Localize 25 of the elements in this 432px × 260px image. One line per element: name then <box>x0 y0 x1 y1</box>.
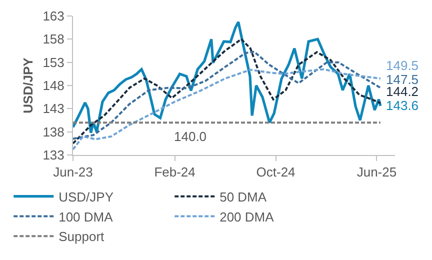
x-tick-label: Jun-25 <box>356 164 397 180</box>
y-tick-label: 163 <box>42 8 64 24</box>
y-tick-label: 138 <box>42 124 64 140</box>
x-tick-label: Oct-24 <box>256 164 296 180</box>
y-tick-label: 143 <box>42 101 64 116</box>
legend-label: 100 DMA <box>58 209 114 224</box>
legend-label: Support <box>58 229 105 244</box>
data-label: 140.0 <box>174 129 207 144</box>
y-tick-label: 153 <box>42 54 64 70</box>
line-series <box>73 68 382 150</box>
legend-label: 200 DMA <box>220 209 274 224</box>
legend-label: 50 DMA <box>220 189 267 204</box>
data-label: 143.6 <box>386 98 419 113</box>
y-axis-title: USD/JPY <box>20 57 36 114</box>
data-label: 144.2 <box>386 84 419 99</box>
y-tick-label: 133 <box>42 148 64 163</box>
y-tick-label: 158 <box>42 32 64 47</box>
line-series <box>73 38 382 144</box>
data-label: 149.5 <box>386 58 419 73</box>
x-tick-label: Feb-24 <box>154 164 196 180</box>
y-tick-label: 148 <box>42 78 64 94</box>
legend-label: USD/JPY <box>58 189 114 204</box>
data-label: 147.5 <box>386 72 419 87</box>
x-tick-label: Jun-23 <box>53 164 93 180</box>
line-series <box>73 50 382 140</box>
